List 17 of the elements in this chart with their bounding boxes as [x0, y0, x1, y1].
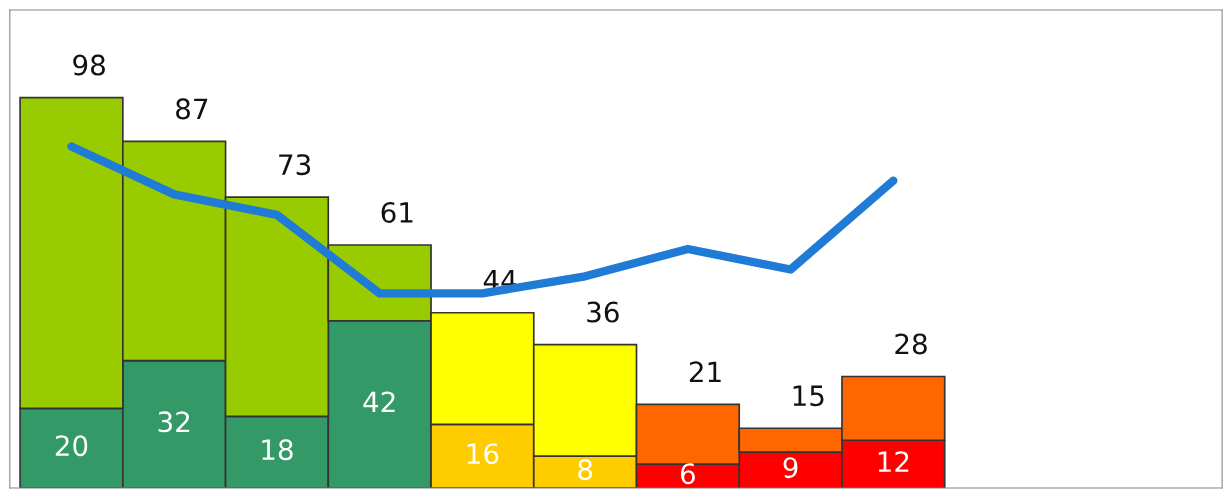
total-label: 98	[73, 54, 105, 76]
total-label: 28	[895, 333, 927, 355]
data-label: 8	[578, 459, 593, 481]
data-label: 32	[158, 411, 190, 433]
data-label: 42	[363, 391, 395, 413]
total-label: 61	[381, 201, 413, 223]
total-label: 21	[689, 361, 721, 382]
data-label: 18	[262, 439, 293, 461]
total-label: 15	[793, 385, 824, 407]
data-label: 16	[467, 443, 499, 465]
data-label: 9	[783, 457, 798, 479]
data-label: 12	[878, 451, 909, 472]
total-label: 36	[587, 301, 619, 323]
total-label: 73	[279, 154, 311, 176]
total-label: 87	[176, 98, 208, 120]
data-label: 6	[680, 463, 695, 485]
data-label: 20	[55, 435, 88, 457]
